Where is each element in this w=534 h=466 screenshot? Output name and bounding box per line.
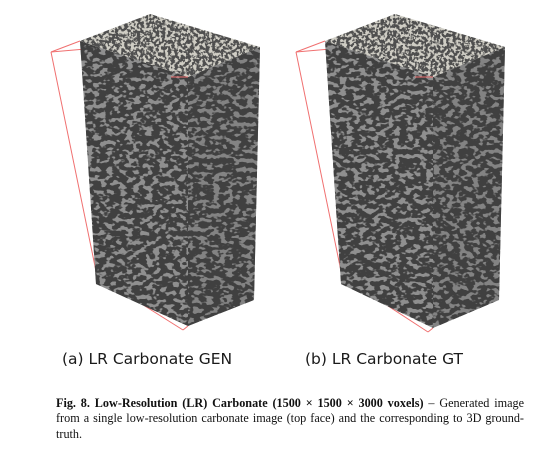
panel-b-volume (295, 14, 505, 333)
panel-a-volume (50, 14, 260, 331)
figure-caption: Fig. 8. Low-Resolution (LR) Carbonate (1… (56, 396, 524, 442)
caption-title: Low-Resolution (LR) Carbonate (1500 × 15… (94, 396, 424, 410)
panel-b-top-pores (325, 14, 505, 77)
caption-label: Fig. 8. (56, 396, 90, 410)
figure-artwork (50, 14, 505, 333)
panel-b-side-pores (433, 47, 505, 328)
panel-a-side-pores (188, 47, 260, 326)
subcaption-b: (b) LR Carbonate GT (305, 350, 463, 368)
caption-text: – Generated image from a single low-reso… (56, 396, 524, 441)
panel-b-front-pores (325, 41, 433, 328)
panel-a-front-pores (80, 41, 188, 326)
panel-a-top-pores (80, 14, 260, 77)
subcaption-a: (a) LR Carbonate GEN (62, 350, 233, 368)
